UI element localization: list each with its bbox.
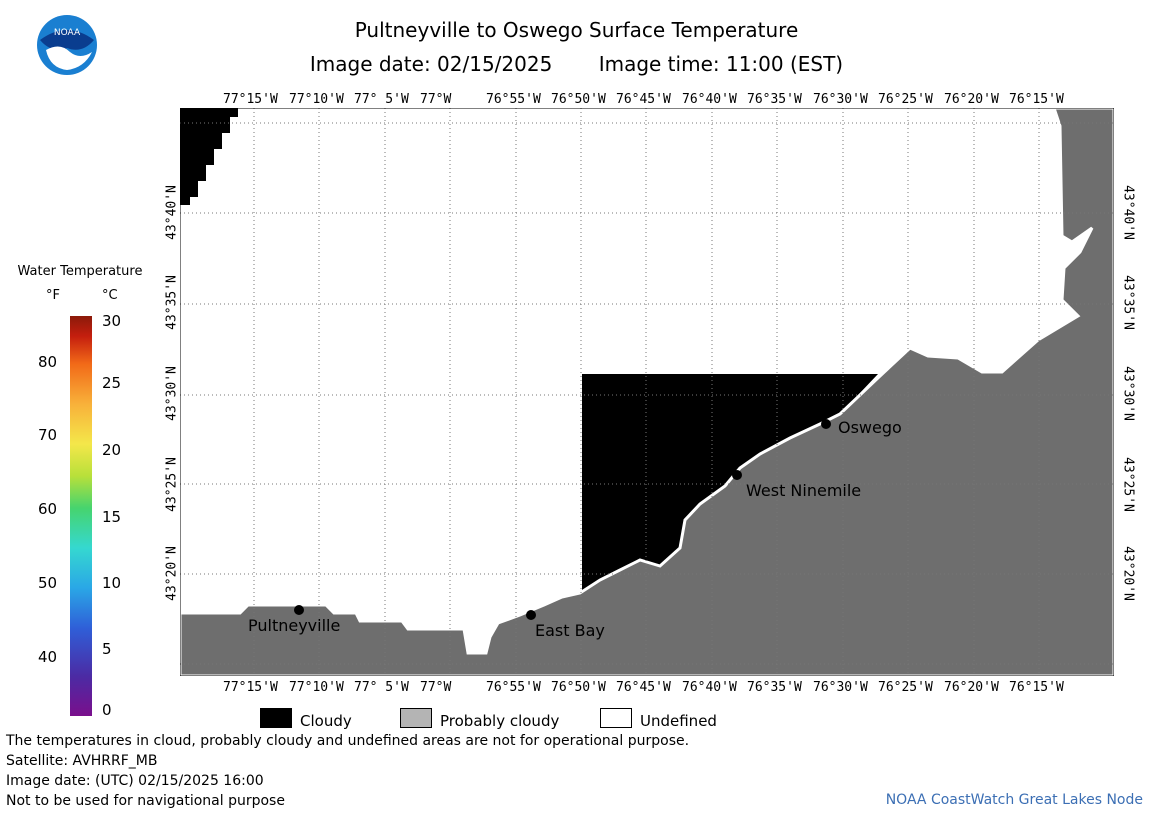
image-date-label: Image date: 02/15/2025 xyxy=(309,52,553,76)
lat-label-left: 43°30'N xyxy=(164,366,180,421)
image-time-label: Image time: 11:00 (EST) xyxy=(598,52,844,76)
celsius-tick: 30 xyxy=(102,312,122,330)
key-swatch-undefined xyxy=(600,708,632,728)
lon-label-top: 76°50'W xyxy=(551,92,606,107)
gridlines xyxy=(180,108,1114,676)
lon-label-top: 77°W xyxy=(420,92,452,107)
key-label-cloudy: Cloudy xyxy=(300,712,352,730)
lon-label-top: 76°15'W xyxy=(1009,92,1064,107)
lat-label-left: 43°40'N xyxy=(164,185,180,240)
temperature-color-scale xyxy=(70,316,92,716)
footer-nav-warning: Not to be used for navigational purpose xyxy=(6,793,285,809)
cloud-area-central xyxy=(582,374,878,592)
lat-label-right: 43°35'N xyxy=(1120,275,1136,330)
celsius-tick: 15 xyxy=(102,508,122,526)
cloud-area-northwest xyxy=(180,108,238,205)
place-label-east-bay: East Bay xyxy=(535,621,605,640)
unit-f: °F xyxy=(46,288,60,303)
lon-label-bottom: 76°20'W xyxy=(944,680,999,695)
lon-label-bottom: 76°40'W xyxy=(682,680,737,695)
key-swatch-cloudy xyxy=(260,708,292,728)
lon-label-bottom: 76°50'W xyxy=(551,680,606,695)
lon-label-bottom: 76°15'W xyxy=(1009,680,1064,695)
lon-label-top: 77° 5'W xyxy=(354,92,409,107)
lon-label-top: 76°40'W xyxy=(682,92,737,107)
place-label-west-ninemile: West Ninemile xyxy=(746,481,861,500)
lon-label-bottom: 76°55'W xyxy=(486,680,541,695)
logo-text: NOAA xyxy=(54,28,81,38)
place-pultneyville: Pultneyville xyxy=(248,605,340,635)
lon-label-bottom: 76°45'W xyxy=(616,680,671,695)
footer-credit: NOAA CoastWatch Great Lakes Node xyxy=(885,792,1143,808)
celsius-tick: 10 xyxy=(102,574,122,592)
place-label-pultneyville: Pultneyville xyxy=(248,616,340,635)
footer-utc-date: Image date: (UTC) 02/15/2025 16:00 xyxy=(6,773,264,789)
noaa-logo: NOAA xyxy=(37,15,97,75)
map-title: Pultneyville to Oswego Surface Temperatu… xyxy=(354,18,799,42)
fahrenheit-tick: 70 xyxy=(38,426,58,444)
key-label-undefined: Undefined xyxy=(640,712,717,730)
place-label-oswego: Oswego xyxy=(838,418,902,437)
key-label-probably-cloudy: Probably cloudy xyxy=(440,712,560,730)
celsius-tick: 20 xyxy=(102,441,122,459)
lat-label-right: 43°30'N xyxy=(1120,366,1136,421)
lat-label-left: 43°20'N xyxy=(164,546,180,601)
lon-label-top: 76°35'W xyxy=(747,92,802,107)
unit-c: °C xyxy=(102,288,118,303)
lon-label-bottom: 76°30'W xyxy=(813,680,868,695)
fahrenheit-tick: 80 xyxy=(38,353,58,371)
sst-map: Oswego West Ninemile Pultneyville East B… xyxy=(180,108,1114,676)
lat-label-right: 43°25'N xyxy=(1120,457,1136,512)
celsius-tick: 5 xyxy=(102,640,112,658)
lon-label-bottom: 77°15'W xyxy=(223,680,278,695)
lon-label-top: 76°20'W xyxy=(944,92,999,107)
lat-label-left: 43°25'N xyxy=(164,457,180,512)
lon-label-bottom: 77°W xyxy=(420,680,452,695)
lon-label-bottom: 77°10'W xyxy=(289,680,344,695)
footer-satellite: Satellite: AVHRRF_MB xyxy=(6,753,158,769)
fahrenheit-tick: 50 xyxy=(38,574,58,592)
key-swatch-probably-cloudy xyxy=(400,708,432,728)
place-east-bay: East Bay xyxy=(526,610,605,640)
lon-label-bottom: 77° 5'W xyxy=(354,680,409,695)
map-subtitle: Image date: 02/15/2025 Image time: 11:00… xyxy=(0,52,1153,76)
lat-label-right: 43°40'N xyxy=(1120,185,1136,240)
footer-note: The temperatures in cloud, probably clou… xyxy=(6,733,690,749)
lon-label-top: 77°15'W xyxy=(223,92,278,107)
lat-label-left: 43°35'N xyxy=(164,275,180,330)
fahrenheit-tick: 40 xyxy=(38,648,58,666)
lon-label-top: 76°55'W xyxy=(486,92,541,107)
lon-label-top: 76°25'W xyxy=(878,92,933,107)
celsius-tick: 0 xyxy=(102,701,112,719)
lon-label-bottom: 76°35'W xyxy=(747,680,802,695)
lon-label-top: 76°45'W xyxy=(616,92,671,107)
lat-label-right: 43°20'N xyxy=(1120,546,1136,601)
lon-label-top: 77°10'W xyxy=(289,92,344,107)
lon-label-bottom: 76°25'W xyxy=(878,680,933,695)
land-area xyxy=(180,108,1114,676)
place-oswego: Oswego xyxy=(821,418,902,437)
place-west-ninemile: West Ninemile xyxy=(732,470,861,500)
fahrenheit-tick: 60 xyxy=(38,500,58,518)
legend-title: Water Temperature xyxy=(17,264,143,279)
lon-label-top: 76°30'W xyxy=(813,92,868,107)
celsius-tick: 25 xyxy=(102,374,122,392)
